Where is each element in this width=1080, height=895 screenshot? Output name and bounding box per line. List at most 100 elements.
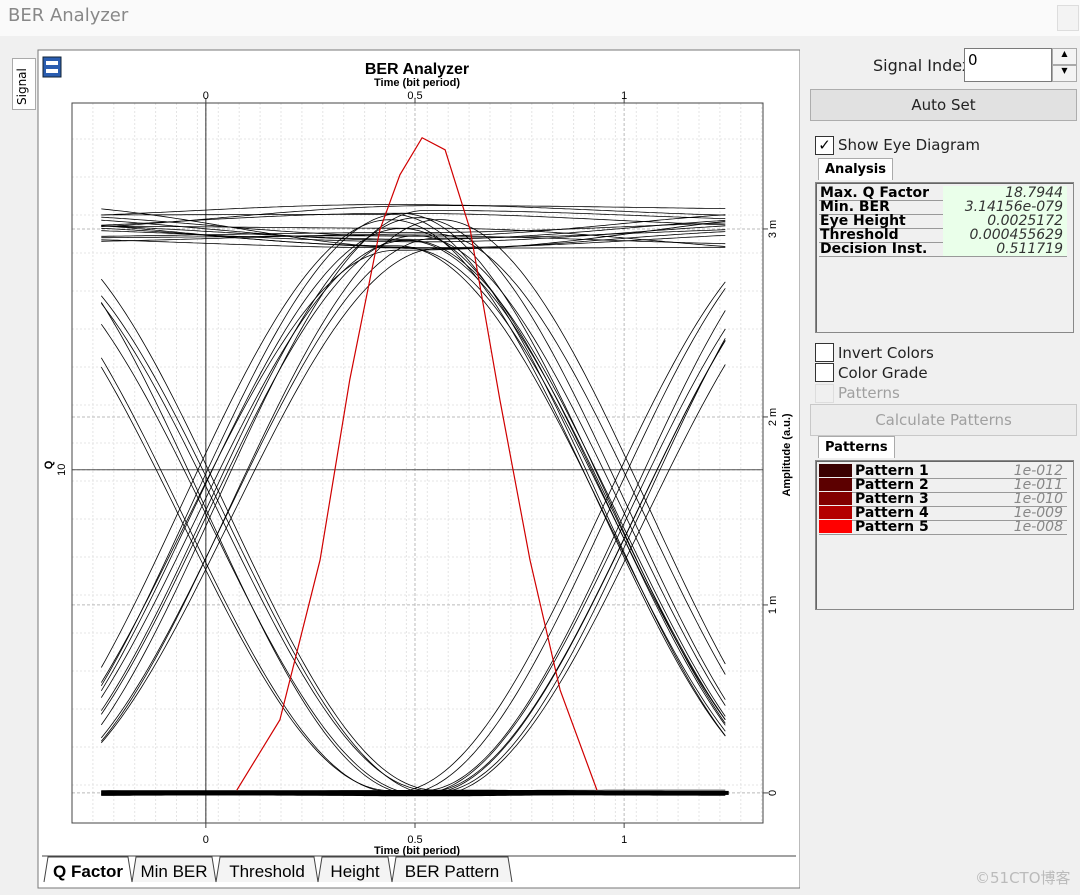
q-factor-line [236,136,598,791]
watermark: ©51CTO博客 [975,869,1071,887]
pattern-row: Pattern 1 1e-012 [819,464,1067,479]
pattern-value: 1e-009 [1013,506,1063,521]
signal-index-label: Signal Index: [873,56,977,75]
y2-tick-label: 3 m [767,220,779,238]
pattern-name: Pattern 5 [855,520,929,535]
pattern-swatch [819,520,852,533]
spin-down[interactable]: ▼ [1052,65,1077,82]
eye-trace [101,205,726,227]
show-eye-checkbox[interactable]: ✓ [815,136,834,155]
analysis-value: 0.0025172 [943,214,1067,228]
tab-label: Min BER [140,862,207,881]
x-label-top: Time (bit period) [374,77,460,89]
eye-trace [101,219,726,240]
y2-tick-label: 2 m [767,408,779,426]
eye-trace [100,210,726,726]
pattern-swatch [819,478,852,491]
eye-trace [101,214,726,237]
x-tick-label: 0 [203,834,209,846]
tab-label: Height [330,862,379,881]
eye-trace [100,217,726,711]
eye-trace [100,219,726,742]
side-tab[interactable]: Signal [12,58,36,110]
pattern-value: 1e-010 [1013,492,1063,507]
chart: 0 0 0.5 0.5 1 1 10 0 1 m 2 m 3 m BER Analyzer Time… [37,49,800,889]
x-tick-label-top: 0.5 [407,90,422,102]
color-grade-label: Color Grade [838,364,928,382]
side-panel: Signal Index: 0 ▲ ▼ Auto Set ✓ Show Eye … [808,48,1080,610]
pattern-name: Pattern 4 [855,506,929,521]
pattern-name: Pattern 3 [855,492,929,507]
tab[interactable] [317,856,393,883]
analysis-row: Decision Inst. 0.511719 [819,242,1067,257]
analysis-table: Max. Q Factor 18.7944 Min. BER 3.14156e-079… [815,182,1074,333]
eye-trace [101,239,726,721]
patterns-checkbox [815,384,834,403]
eye-trace [100,231,726,683]
analysis-label: Threshold [820,228,899,243]
analysis-label: Min. BER [820,200,890,215]
calculate-patterns-button: Calculate Patterns [810,404,1077,436]
eye-trace [100,281,726,793]
color-grade-checkbox[interactable] [815,363,834,382]
spin-up[interactable]: ▲ [1052,48,1077,65]
y2-tick-label: 1 m [767,596,779,614]
x-label: Time (bit period) [374,845,460,857]
window-title: BER Analyzer [8,5,129,26]
pattern-value: 1e-008 [1013,520,1063,535]
tab-label: BER Pattern [405,862,500,881]
eye-baseline [101,790,729,795]
plot-border [71,102,764,824]
pattern-name: Pattern 1 [855,464,929,479]
eye-trace [100,246,726,744]
patterns-tab[interactable]: Patterns [818,436,895,458]
pattern-name: Pattern 2 [855,478,929,493]
tab[interactable] [131,856,217,883]
pattern-row: Pattern 4 1e-009 [819,506,1067,521]
analysis-row: Eye Height 0.0025172 [819,214,1067,229]
auto-set-button[interactable]: Auto Set [810,89,1077,121]
analysis-label: Max. Q Factor [820,186,930,201]
analysis-value: 3.14156e-079 [943,200,1067,214]
close-button[interactable] [1057,5,1079,31]
eye-trace [101,233,726,675]
analysis-value: 18.7944 [943,186,1067,200]
eye-trace [100,219,726,737]
analysis-label: Decision Inst. [820,242,928,257]
eye-trace [101,212,726,226]
eye-trace [101,219,726,717]
title-bar: BER Analyzer [0,0,1080,36]
x-tick-label: 0.5 [407,834,422,846]
eye-trace [100,212,726,724]
chart-frame [37,49,800,889]
eye-trace [101,789,726,791]
pattern-value: 1e-011 [1013,478,1063,493]
show-eye-label: Show Eye Diagram [838,136,980,154]
eye-trace [101,225,726,247]
y2-tick-label: 0 [767,790,779,796]
tab[interactable] [43,856,133,883]
analysis-value: 0.000455629 [943,228,1067,242]
analysis-row: Max. Q Factor 18.7944 [819,186,1067,201]
y-tick-label: 10 [56,464,68,476]
analysis-label: Eye Height [820,214,906,229]
eye-trace [101,204,726,216]
tab[interactable] [391,856,513,883]
chart-icon-part [46,69,58,73]
y2-label: Amplitude (a.u.) [781,413,793,496]
chart-icon-part [46,61,58,65]
patterns-table: Pattern 1 1e-012 Pattern 2 1e-011 Pattern 3 1… [815,460,1074,610]
pattern-value: 1e-012 [1013,464,1063,479]
analysis-value: 0.511719 [943,242,1067,256]
analysis-tab[interactable]: Analysis [818,158,893,180]
chart-icon[interactable] [42,56,62,78]
pattern-row: Pattern 2 1e-011 [819,478,1067,493]
signal-index-input[interactable]: 0 [964,48,1052,82]
invert-colors-checkbox[interactable] [815,343,834,362]
eye-trace [101,222,726,237]
tab[interactable] [215,856,319,883]
pattern-swatch [819,492,852,505]
invert-colors-label: Invert Colors [838,344,934,362]
analysis-row: Threshold 0.000455629 [819,228,1067,243]
